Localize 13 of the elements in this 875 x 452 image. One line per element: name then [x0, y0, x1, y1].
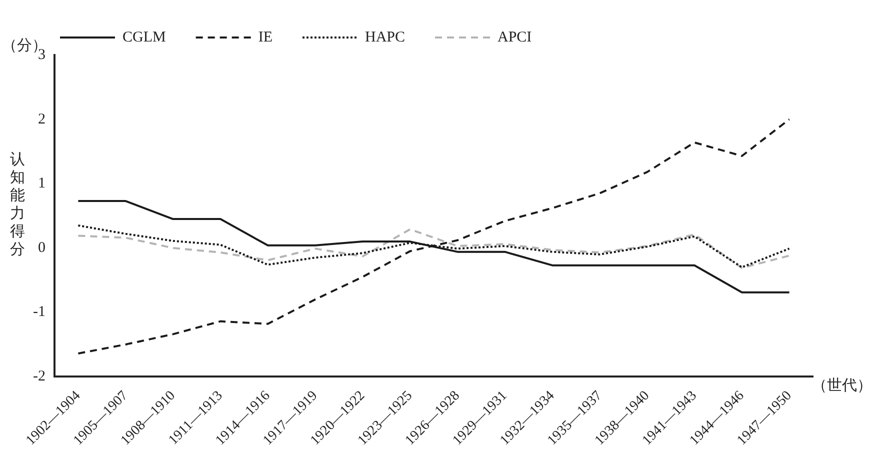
y-tick-label: 2	[38, 111, 46, 128]
y-tick-label: 0	[38, 240, 46, 256]
legend-label: CGLM	[122, 29, 166, 46]
x-axis-title: （世代）	[812, 376, 872, 395]
y-axis-title: 认知能力得分	[10, 150, 26, 258]
legend-label: HAPC	[364, 29, 406, 46]
y-tick-label: 3	[38, 46, 46, 63]
legend-label: IE	[258, 29, 273, 46]
legend-label: APCI	[498, 29, 532, 46]
line-series	[77, 118, 790, 354]
y-tick-label: -2	[32, 368, 46, 385]
y-tick-label: 1	[38, 176, 46, 192]
y-tick-label: -1	[32, 304, 46, 320]
